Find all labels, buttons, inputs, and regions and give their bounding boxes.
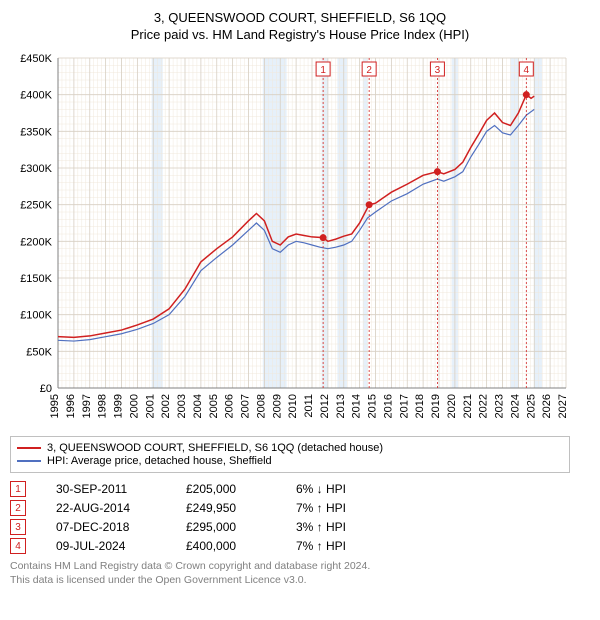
footer-line1: Contains HM Land Registry data © Crown c…	[10, 560, 590, 574]
svg-text:£200K: £200K	[20, 236, 52, 248]
sales-table: 1 30-SEP-2011 £205,000 6% ↓ HPI 2 22-AUG…	[10, 481, 590, 554]
sale-price: £249,950	[186, 501, 266, 515]
title-block: 3, QUEENSWOOD COURT, SHEFFIELD, S6 1QQ P…	[10, 10, 590, 42]
sale-hpi-delta: 6% ↓ HPI	[296, 482, 376, 496]
svg-text:1995: 1995	[49, 394, 61, 418]
chart-title: 3, QUEENSWOOD COURT, SHEFFIELD, S6 1QQ	[10, 10, 590, 25]
svg-text:1998: 1998	[97, 394, 109, 418]
sale-date: 22-AUG-2014	[56, 501, 156, 515]
sale-marker-icon: 4	[10, 538, 26, 554]
sale-price: £205,000	[186, 482, 266, 496]
svg-text:2027: 2027	[557, 394, 569, 418]
svg-text:2000: 2000	[128, 394, 140, 418]
svg-text:2006: 2006	[224, 394, 236, 418]
sale-row: 1 30-SEP-2011 £205,000 6% ↓ HPI	[10, 481, 590, 497]
svg-text:2021: 2021	[462, 394, 474, 418]
legend-row-property: 3, QUEENSWOOD COURT, SHEFFIELD, S6 1QQ (…	[17, 442, 563, 454]
svg-text:2014: 2014	[351, 394, 363, 418]
svg-text:2012: 2012	[319, 394, 331, 418]
sale-date: 30-SEP-2011	[56, 482, 156, 496]
svg-text:£450K: £450K	[20, 53, 52, 65]
sale-date: 09-JUL-2024	[56, 539, 156, 553]
svg-text:2013: 2013	[335, 394, 347, 418]
price-chart: £0 £50K £100K £150K £200K £250K £300K £350K £400…	[10, 48, 570, 428]
svg-text:4: 4	[524, 65, 530, 76]
svg-text:1999: 1999	[113, 394, 125, 418]
svg-text:2018: 2018	[414, 394, 426, 418]
svg-text:2003: 2003	[176, 394, 188, 418]
svg-text:£250K: £250K	[20, 200, 52, 212]
svg-text:2026: 2026	[541, 394, 553, 418]
footer: Contains HM Land Registry data © Crown c…	[10, 560, 590, 587]
svg-text:2005: 2005	[208, 394, 220, 418]
footer-line2: This data is licensed under the Open Gov…	[10, 574, 590, 588]
svg-text:2015: 2015	[367, 394, 379, 418]
svg-text:2023: 2023	[494, 394, 506, 418]
svg-text:2011: 2011	[303, 394, 315, 418]
svg-text:£100K: £100K	[20, 310, 52, 322]
chart-subtitle: Price paid vs. HM Land Registry's House …	[10, 27, 590, 42]
sale-price: £295,000	[186, 520, 266, 534]
svg-text:£350K: £350K	[20, 126, 52, 138]
svg-text:2016: 2016	[382, 394, 394, 418]
svg-text:£50K: £50K	[26, 346, 52, 358]
legend-label-property: 3, QUEENSWOOD COURT, SHEFFIELD, S6 1QQ (…	[47, 442, 383, 454]
svg-text:3: 3	[435, 65, 441, 76]
svg-text:2025: 2025	[525, 394, 537, 418]
sale-row: 3 07-DEC-2018 £295,000 3% ↑ HPI	[10, 519, 590, 535]
sale-price: £400,000	[186, 539, 266, 553]
svg-text:2024: 2024	[509, 394, 521, 418]
legend: 3, QUEENSWOOD COURT, SHEFFIELD, S6 1QQ (…	[10, 436, 570, 473]
sale-row: 2 22-AUG-2014 £249,950 7% ↑ HPI	[10, 500, 590, 516]
svg-text:2019: 2019	[430, 394, 442, 418]
svg-text:1996: 1996	[65, 394, 77, 418]
svg-text:2020: 2020	[446, 394, 458, 418]
sale-hpi-delta: 7% ↑ HPI	[296, 501, 376, 515]
svg-text:2004: 2004	[192, 394, 204, 418]
svg-text:1997: 1997	[81, 394, 93, 418]
legend-swatch-property	[17, 447, 41, 449]
svg-text:2001: 2001	[144, 394, 156, 418]
chart-container: £0 £50K £100K £150K £200K £250K £300K £350K £400…	[10, 48, 590, 428]
sale-marker-icon: 2	[10, 500, 26, 516]
sale-hpi-delta: 7% ↑ HPI	[296, 539, 376, 553]
svg-text:2: 2	[366, 65, 372, 76]
sale-hpi-delta: 3% ↑ HPI	[296, 520, 376, 534]
svg-text:2002: 2002	[160, 394, 172, 418]
svg-text:£400K: £400K	[20, 90, 52, 102]
sale-marker-icon: 1	[10, 481, 26, 497]
svg-text:1: 1	[320, 65, 326, 76]
legend-label-hpi: HPI: Average price, detached house, Shef…	[47, 455, 272, 467]
svg-text:2010: 2010	[287, 394, 299, 418]
sale-date: 07-DEC-2018	[56, 520, 156, 534]
svg-text:2022: 2022	[478, 394, 490, 418]
sale-row: 4 09-JUL-2024 £400,000 7% ↑ HPI	[10, 538, 590, 554]
legend-row-hpi: HPI: Average price, detached house, Shef…	[17, 455, 563, 467]
svg-text:2007: 2007	[240, 394, 252, 418]
svg-text:£0: £0	[40, 383, 52, 395]
svg-text:2008: 2008	[255, 394, 267, 418]
svg-text:2017: 2017	[398, 394, 410, 418]
sale-marker-icon: 3	[10, 519, 26, 535]
svg-text:2009: 2009	[271, 394, 283, 418]
svg-text:£300K: £300K	[20, 163, 52, 175]
svg-text:£150K: £150K	[20, 273, 52, 285]
legend-swatch-hpi	[17, 460, 41, 462]
